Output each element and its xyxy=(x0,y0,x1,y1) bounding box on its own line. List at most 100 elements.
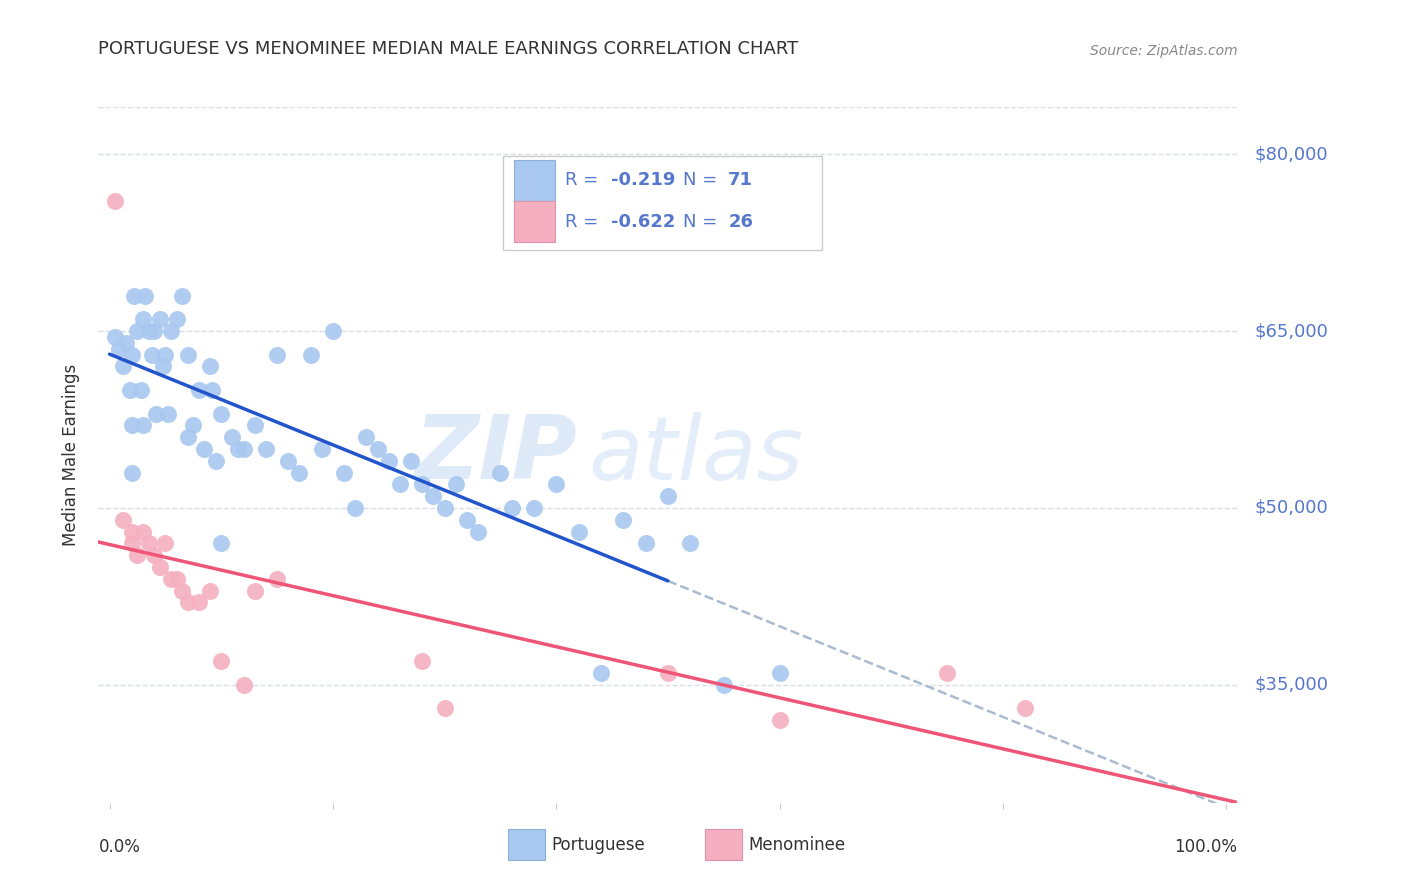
Point xyxy=(138,324,160,338)
Text: 0.0%: 0.0% xyxy=(98,838,141,855)
Point xyxy=(104,194,127,209)
Point xyxy=(713,678,735,692)
Point xyxy=(149,312,172,326)
Text: Menominee: Menominee xyxy=(749,836,846,854)
Point xyxy=(138,536,160,550)
Point xyxy=(467,524,489,539)
Point xyxy=(121,466,143,480)
Point xyxy=(657,666,679,681)
Point xyxy=(589,666,612,681)
Point xyxy=(523,500,546,515)
Text: 26: 26 xyxy=(728,213,754,231)
Point xyxy=(209,654,232,668)
Point xyxy=(243,418,266,433)
Point xyxy=(187,595,209,609)
Point xyxy=(127,548,149,562)
Point xyxy=(433,701,456,715)
Point xyxy=(172,583,194,598)
Point xyxy=(121,348,143,362)
Point xyxy=(489,466,512,480)
Y-axis label: Median Male Earnings: Median Male Earnings xyxy=(62,364,80,546)
Point xyxy=(411,477,433,491)
Text: -0.219: -0.219 xyxy=(610,171,675,189)
Point xyxy=(187,383,209,397)
Point xyxy=(243,583,266,598)
Point xyxy=(193,442,215,456)
FancyBboxPatch shape xyxy=(706,830,742,860)
Point xyxy=(377,454,399,468)
FancyBboxPatch shape xyxy=(509,830,546,860)
Text: 100.0%: 100.0% xyxy=(1174,838,1237,855)
Point xyxy=(104,330,127,344)
Point xyxy=(546,477,568,491)
Text: R =: R = xyxy=(565,213,605,231)
Point xyxy=(172,289,194,303)
Point xyxy=(111,359,134,374)
Point xyxy=(166,312,188,326)
FancyBboxPatch shape xyxy=(515,160,555,201)
Point xyxy=(399,454,422,468)
Text: $65,000: $65,000 xyxy=(1254,322,1329,340)
Point xyxy=(198,359,221,374)
Point xyxy=(501,500,523,515)
Point xyxy=(118,383,141,397)
Text: $35,000: $35,000 xyxy=(1254,676,1329,694)
Point xyxy=(198,583,221,598)
Point xyxy=(204,454,226,468)
Point xyxy=(134,289,156,303)
FancyBboxPatch shape xyxy=(503,156,821,250)
Text: N =: N = xyxy=(683,171,723,189)
Point xyxy=(152,359,174,374)
Point xyxy=(145,407,167,421)
Point xyxy=(143,324,166,338)
Point xyxy=(177,348,200,362)
Point xyxy=(129,383,152,397)
Text: $50,000: $50,000 xyxy=(1254,499,1329,517)
Point xyxy=(322,324,344,338)
Text: atlas: atlas xyxy=(588,412,803,498)
Point xyxy=(132,312,155,326)
Point xyxy=(155,536,177,550)
Point xyxy=(209,536,232,550)
Point xyxy=(456,513,478,527)
Point xyxy=(768,713,790,727)
Text: Portuguese: Portuguese xyxy=(551,836,645,854)
Point xyxy=(344,500,367,515)
FancyBboxPatch shape xyxy=(515,202,555,243)
Text: N =: N = xyxy=(683,213,723,231)
Point xyxy=(132,418,155,433)
Point xyxy=(444,477,467,491)
Point xyxy=(107,342,129,356)
Point xyxy=(121,524,143,539)
Point xyxy=(936,666,959,681)
Text: ZIP: ZIP xyxy=(413,411,576,499)
Point xyxy=(160,324,183,338)
Point xyxy=(299,348,322,362)
Text: PORTUGUESE VS MENOMINEE MEDIAN MALE EARNINGS CORRELATION CHART: PORTUGUESE VS MENOMINEE MEDIAN MALE EARN… xyxy=(98,40,799,58)
Point xyxy=(388,477,411,491)
Point xyxy=(149,560,172,574)
Point xyxy=(121,536,143,550)
Point xyxy=(111,513,134,527)
Point xyxy=(433,500,456,515)
Point xyxy=(311,442,333,456)
Text: R =: R = xyxy=(565,171,605,189)
Point xyxy=(288,466,311,480)
Point xyxy=(266,348,288,362)
Point xyxy=(209,407,232,421)
Text: 71: 71 xyxy=(728,171,754,189)
Point xyxy=(333,466,356,480)
Point xyxy=(160,572,183,586)
Point xyxy=(166,572,188,586)
Point xyxy=(367,442,389,456)
Point xyxy=(221,430,243,444)
Point xyxy=(122,289,145,303)
Text: -0.622: -0.622 xyxy=(610,213,675,231)
Point xyxy=(201,383,224,397)
Point xyxy=(232,678,254,692)
Point xyxy=(115,335,138,350)
Point xyxy=(232,442,254,456)
Point xyxy=(155,348,177,362)
Point xyxy=(177,595,200,609)
Text: Source: ZipAtlas.com: Source: ZipAtlas.com xyxy=(1090,45,1237,58)
